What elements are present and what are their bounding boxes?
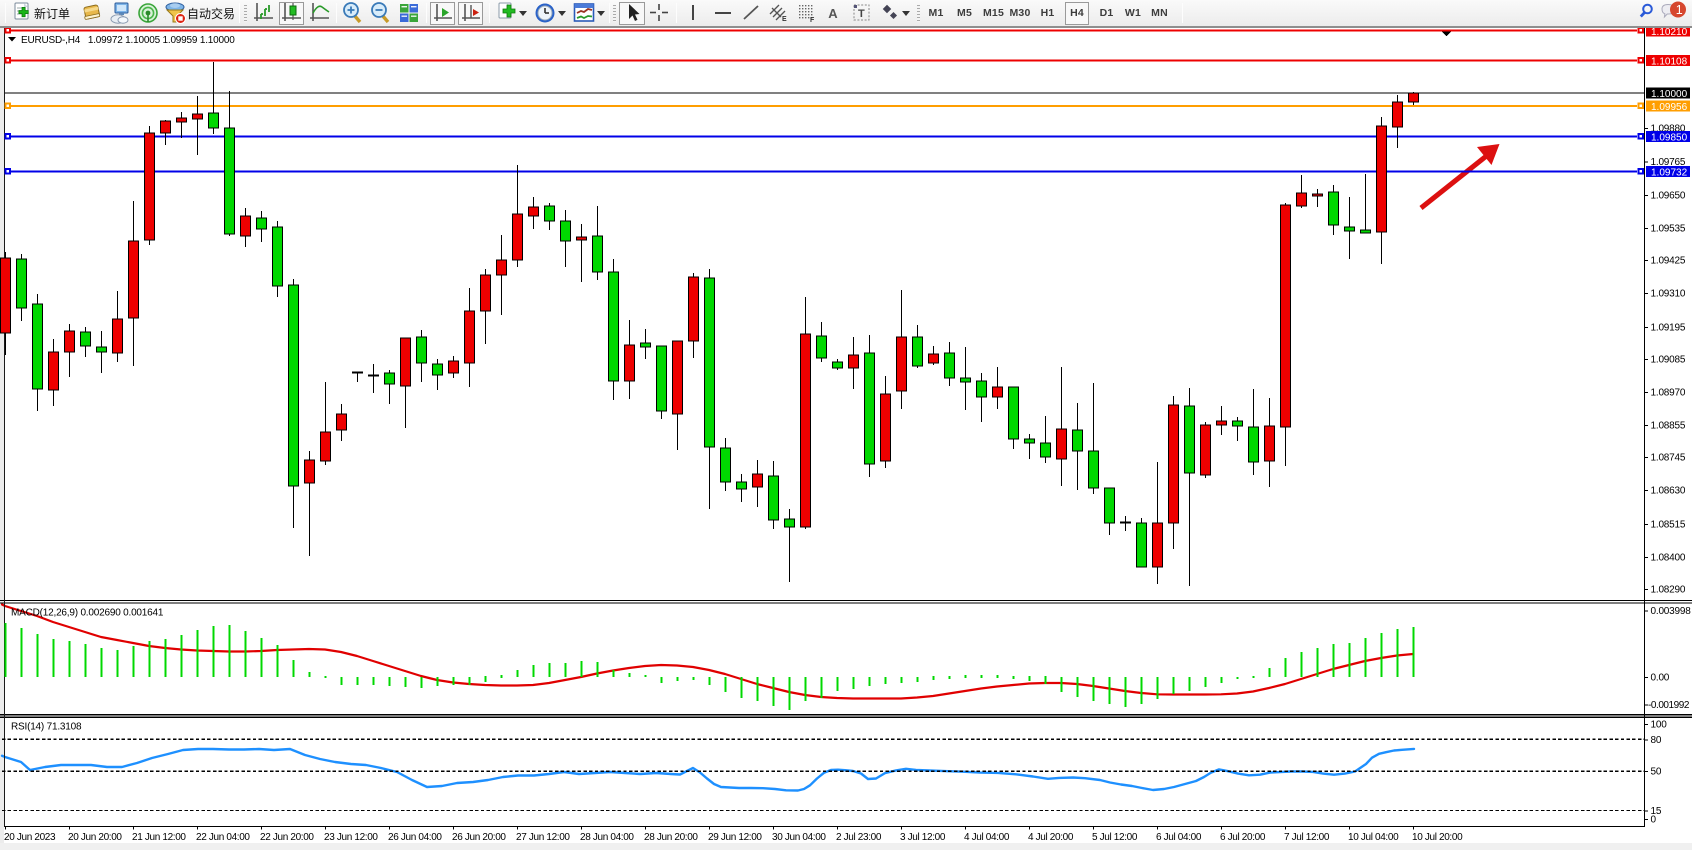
svg-text:1.09425: 1.09425	[1651, 256, 1686, 267]
svg-text:1.09085: 1.09085	[1651, 355, 1686, 366]
svg-text:4 Jul 20:00: 4 Jul 20:00	[1028, 832, 1074, 843]
svg-text:22 Jun 20:00: 22 Jun 20:00	[260, 832, 314, 843]
svg-text:1.08970: 1.08970	[1651, 388, 1686, 399]
svg-text:E: E	[782, 16, 787, 23]
svg-text:26 Jun 20:00: 26 Jun 20:00	[452, 832, 506, 843]
svg-text:-0.001992: -0.001992	[1648, 700, 1690, 711]
svg-text:100: 100	[1651, 720, 1668, 731]
svg-text:EURUSD-,H4 1.09972 1.10005 1: EURUSD-,H4 1.09972 1.10005 1.09959 1.100…	[21, 35, 235, 46]
svg-text:1.09850: 1.09850	[1651, 132, 1688, 143]
svg-text:1.09195: 1.09195	[1651, 323, 1686, 334]
svg-text:10 Jul 20:00: 10 Jul 20:00	[1412, 832, 1463, 843]
svg-text:1.10000: 1.10000	[1651, 89, 1688, 100]
svg-text:1: 1	[1676, 3, 1683, 17]
svg-text:F: F	[810, 17, 815, 24]
svg-text:T: T	[858, 8, 865, 20]
svg-text:1.09880: 1.09880	[1651, 124, 1686, 135]
svg-text:6 Jul 20:00: 6 Jul 20:00	[1220, 832, 1266, 843]
svg-text:7 Jul 12:00: 7 Jul 12:00	[1284, 832, 1330, 843]
svg-text:50: 50	[1651, 767, 1662, 778]
svg-text:20 Jun 20:00: 20 Jun 20:00	[68, 832, 122, 843]
svg-text:0.00: 0.00	[1651, 672, 1670, 683]
svg-text:1.09956: 1.09956	[1651, 102, 1688, 113]
svg-text:1.10108: 1.10108	[1651, 56, 1688, 67]
svg-text:RSI(14) 71.3108: RSI(14) 71.3108	[11, 722, 82, 733]
svg-text:10 Jul 04:00: 10 Jul 04:00	[1348, 832, 1399, 843]
svg-text:MACD(12,26,9) 0.002690 0.00164: MACD(12,26,9) 0.002690 0.001641	[11, 608, 164, 619]
svg-text:5 Jul 12:00: 5 Jul 12:00	[1092, 832, 1138, 843]
svg-text:21 Jun 12:00: 21 Jun 12:00	[132, 832, 186, 843]
svg-text:0: 0	[1651, 815, 1657, 826]
svg-text:22 Jun 04:00: 22 Jun 04:00	[196, 832, 250, 843]
svg-text:3 Jul 12:00: 3 Jul 12:00	[900, 832, 946, 843]
svg-text:20 Jun 2023: 20 Jun 2023	[4, 832, 56, 843]
svg-text:6 Jul 04:00: 6 Jul 04:00	[1156, 832, 1202, 843]
svg-text:29 Jun 12:00: 29 Jun 12:00	[708, 832, 762, 843]
svg-text:15: 15	[1651, 806, 1662, 817]
svg-text:1.09310: 1.09310	[1651, 289, 1686, 300]
svg-text:1.09535: 1.09535	[1651, 224, 1686, 235]
svg-text:28 Jun 04:00: 28 Jun 04:00	[580, 832, 634, 843]
svg-text:2 Jul 23:00: 2 Jul 23:00	[836, 832, 882, 843]
svg-text:23 Jun 12:00: 23 Jun 12:00	[324, 832, 378, 843]
svg-text:1.08515: 1.08515	[1651, 520, 1686, 531]
svg-text:28 Jun 20:00: 28 Jun 20:00	[644, 832, 698, 843]
svg-text:4 Jul 04:00: 4 Jul 04:00	[964, 832, 1010, 843]
svg-text:1.08745: 1.08745	[1651, 453, 1686, 464]
svg-text:0.003998: 0.003998	[1651, 606, 1692, 617]
svg-text:1.10210: 1.10210	[1651, 27, 1688, 38]
svg-text:1.08855: 1.08855	[1651, 421, 1686, 432]
svg-text:1.09650: 1.09650	[1651, 191, 1686, 202]
svg-text:1.08400: 1.08400	[1651, 553, 1686, 564]
svg-text:1.08630: 1.08630	[1651, 486, 1686, 497]
svg-text:26 Jun 04:00: 26 Jun 04:00	[388, 832, 442, 843]
svg-text:1.09765: 1.09765	[1651, 157, 1686, 168]
svg-text:80: 80	[1651, 735, 1662, 746]
svg-text:27 Jun 12:00: 27 Jun 12:00	[516, 832, 570, 843]
svg-text:1.09732: 1.09732	[1651, 167, 1688, 178]
svg-text:30 Jun 04:00: 30 Jun 04:00	[772, 832, 826, 843]
svg-text:1.08290: 1.08290	[1651, 585, 1686, 596]
